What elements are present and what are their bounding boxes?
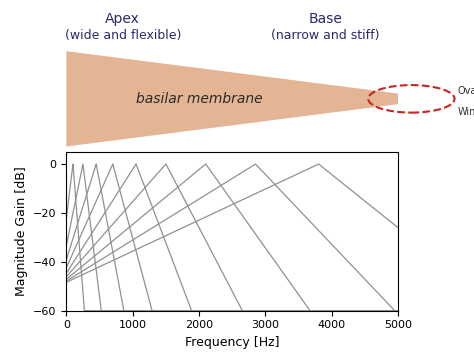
Text: Base: Base <box>308 12 342 26</box>
Text: (wide and flexible): (wide and flexible) <box>64 29 181 42</box>
Text: (narrow and stiff): (narrow and stiff) <box>271 29 379 42</box>
Text: Oval: Oval <box>458 86 474 96</box>
Y-axis label: Magnitude Gain [dB]: Magnitude Gain [dB] <box>15 166 27 296</box>
X-axis label: Frequency [Hz]: Frequency [Hz] <box>185 336 280 349</box>
Text: basilar membrane: basilar membrane <box>136 92 263 106</box>
Text: Apex: Apex <box>105 12 140 26</box>
Text: Window: Window <box>458 107 474 116</box>
Polygon shape <box>66 51 398 146</box>
